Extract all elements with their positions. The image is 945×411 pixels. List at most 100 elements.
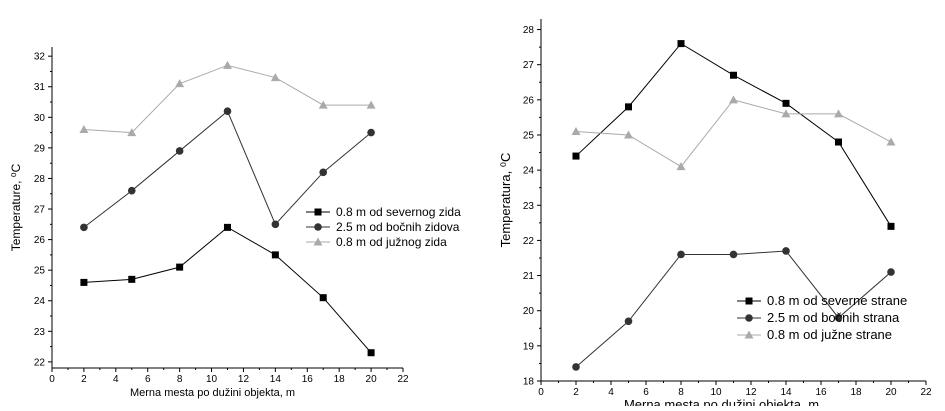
data-point <box>729 95 738 104</box>
y-tick-label: 32 <box>34 52 46 63</box>
y-tick-label: 22 <box>34 357 46 368</box>
data-point <box>223 107 232 115</box>
legend-marker <box>313 237 323 246</box>
x-tick-label: 10 <box>710 387 722 398</box>
y-tick-label: 24 <box>34 296 46 307</box>
data-point <box>271 220 280 229</box>
series-2 <box>572 247 895 371</box>
data-point <box>834 109 843 118</box>
x-tick-label: 12 <box>745 387 757 398</box>
y-tick-label: 26 <box>34 235 46 246</box>
x-tick-label: 12 <box>238 374 250 385</box>
data-point <box>79 125 89 134</box>
x-tick-label: 4 <box>608 387 614 398</box>
series-line <box>83 226 372 354</box>
series-line <box>83 64 372 134</box>
data-point <box>835 138 842 146</box>
x-tick-label: 8 <box>678 387 684 398</box>
data-point <box>80 223 88 232</box>
legend-marker <box>745 314 753 322</box>
data-point <box>782 247 790 255</box>
legend-entry: 0.8 m od južne strane <box>767 327 892 342</box>
x-tick-label: 2 <box>573 387 579 398</box>
x-tick-label: 2 <box>81 374 87 385</box>
y-tick-label: 21 <box>523 271 535 282</box>
data-point <box>127 186 136 195</box>
y-tick-label: 25 <box>523 130 535 141</box>
y-tick-label: 24 <box>523 166 535 177</box>
y-axis-label: Temperatura, ⁰C <box>498 153 513 248</box>
x-tick-label: 4 <box>113 374 119 385</box>
y-tick-label: 25 <box>34 266 46 277</box>
x-tick-label: 18 <box>850 387 862 398</box>
data-point <box>127 128 137 137</box>
data-point <box>271 251 279 259</box>
data-point <box>319 168 328 177</box>
x-tick-label: 20 <box>885 387 897 398</box>
data-point <box>366 100 376 109</box>
data-point <box>571 126 581 135</box>
data-point <box>128 275 136 283</box>
y-tick-label: 23 <box>523 201 535 212</box>
x-tick-label: 18 <box>334 374 346 385</box>
y-axis-label: Temperature, ⁰C <box>9 163 23 251</box>
series-1 <box>572 40 895 230</box>
x-tick-label: 14 <box>780 387 792 398</box>
data-point <box>572 152 580 160</box>
y-tick-label: 19 <box>523 341 535 352</box>
data-point <box>887 222 895 230</box>
data-point <box>80 278 88 286</box>
data-point <box>834 313 843 322</box>
legend-marker <box>745 297 753 305</box>
data-point <box>176 263 184 271</box>
y-tick-label: 28 <box>523 25 535 36</box>
series-line <box>575 99 892 168</box>
y-tick-label: 18 <box>523 377 535 388</box>
series-1 <box>80 223 375 357</box>
data-point <box>367 349 375 357</box>
legend-entry: 2.5 m od bočnih strana <box>767 310 900 325</box>
series-3 <box>79 60 376 137</box>
y-tick-label: 28 <box>34 174 46 185</box>
data-point <box>318 100 328 109</box>
chart-2: 0 2 4 6 8 10 12 14 16 18 20 22181920212223242526272… <box>498 19 932 411</box>
data-point <box>624 317 633 326</box>
x-tick-label: 14 <box>270 374 282 385</box>
y-tick-label: 30 <box>34 113 46 124</box>
data-point <box>224 223 231 231</box>
x-tick-label: 22 <box>920 387 932 398</box>
data-point <box>782 99 790 107</box>
y-tick-label: 22 <box>523 236 535 247</box>
y-tick-label: 23 <box>34 327 46 338</box>
x-axis-label: Merna mesta po dužini objekta, m <box>130 387 295 399</box>
data-point <box>175 79 185 88</box>
series-2 <box>80 107 375 232</box>
y-tick-label: 20 <box>523 306 535 317</box>
x-tick-label: 6 <box>643 387 649 398</box>
legend-entry: 0.8 m od južnog zida <box>336 235 447 249</box>
legend-marker <box>314 208 322 216</box>
data-point <box>677 250 685 259</box>
x-tick-label: 0 <box>49 374 55 385</box>
data-point <box>887 268 895 276</box>
x-tick-label: 20 <box>366 374 378 385</box>
x-tick-label: 6 <box>145 374 151 385</box>
y-tick-label: 27 <box>34 205 46 216</box>
x-tick-label: 0 <box>538 387 544 398</box>
legend-marker <box>744 330 754 339</box>
data-point <box>625 103 632 111</box>
y-tick-label: 26 <box>523 95 535 106</box>
y-tick-label: 27 <box>523 60 535 71</box>
data-point <box>319 294 327 302</box>
legend-entry: 0.8 m od severne strane <box>767 293 907 308</box>
data-point <box>730 71 737 79</box>
data-point <box>175 147 184 155</box>
x-tick-label: 8 <box>177 374 183 385</box>
series-line <box>83 110 372 228</box>
legend: 0.8 m od severne strane 2.5 m od bočnih s… <box>737 293 907 342</box>
x-tick-label: 16 <box>815 387 827 398</box>
series-line <box>575 250 892 368</box>
